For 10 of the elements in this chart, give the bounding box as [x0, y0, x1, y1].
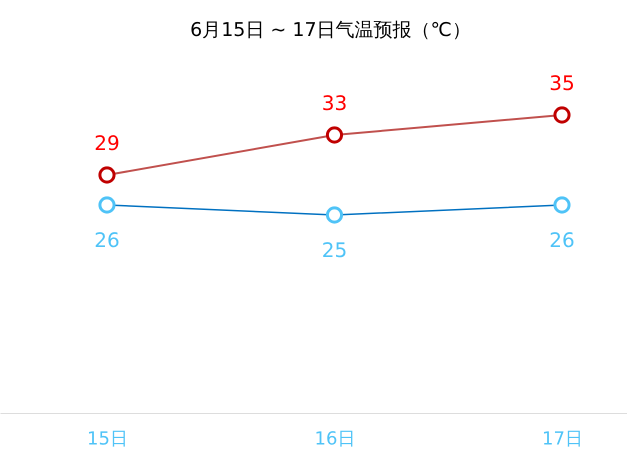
data-label: 26	[549, 228, 575, 252]
chart-title: 6月15日 ~ 17日气温预报（℃）	[190, 19, 471, 41]
data-label: 35	[549, 71, 575, 95]
x-tick-label: 16日	[314, 428, 356, 450]
data-label: 33	[322, 91, 348, 115]
x-tick-label: 15日	[87, 428, 128, 450]
data-label: 29	[94, 131, 120, 155]
data-label: 25	[322, 238, 348, 262]
x-tick-label: 17日	[542, 428, 583, 450]
data-label: 26	[94, 228, 120, 252]
